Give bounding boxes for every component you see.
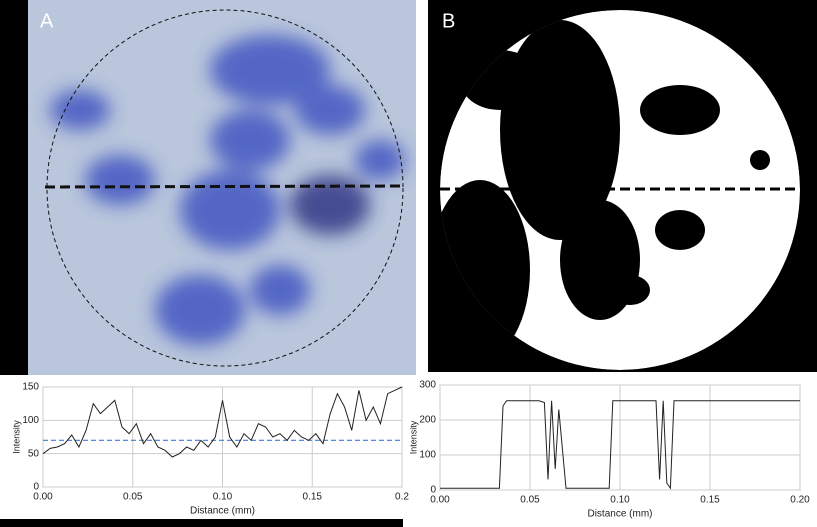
y-tick-label: 100 <box>419 450 436 461</box>
y-axis-label: Intensity <box>11 420 21 454</box>
x-tick-label: 0.2 <box>395 492 409 503</box>
binary-b <box>440 10 800 370</box>
y-tick-label: 300 <box>419 380 436 391</box>
y-tick-label: 50 <box>28 448 40 459</box>
x-tick-label: 0.15 <box>303 492 323 503</box>
y-tick-label: 0 <box>430 485 436 496</box>
x-tick-label: 0.10 <box>213 492 233 503</box>
panel-label: A <box>40 10 54 32</box>
y-tick-label: 150 <box>22 382 39 393</box>
x-tick-label: 0.10 <box>610 495 630 506</box>
panel-label: B <box>442 10 455 32</box>
y-tick-label: 200 <box>419 415 436 426</box>
micrograph-a <box>28 0 416 375</box>
profile-line <box>440 400 800 490</box>
x-tick-label: 0.05 <box>520 495 540 506</box>
x-tick-label: 0.00 <box>430 495 450 506</box>
x-axis-label: Distance (mm) <box>190 506 255 517</box>
y-tick-label: 0 <box>33 482 39 493</box>
y-axis-label: Intensity <box>408 420 418 454</box>
x-tick-label: 0.20 <box>790 495 810 506</box>
profile-line <box>42 386 403 458</box>
left-strip <box>0 0 28 375</box>
y-tick-label: 100 <box>22 415 39 426</box>
x-tick-label: 0.00 <box>33 492 53 503</box>
x-axis-label: Distance (mm) <box>587 509 652 520</box>
bottom-bar <box>0 519 403 527</box>
x-tick-label: 0.05 <box>123 492 143 503</box>
x-tick-label: 0.15 <box>700 495 720 506</box>
